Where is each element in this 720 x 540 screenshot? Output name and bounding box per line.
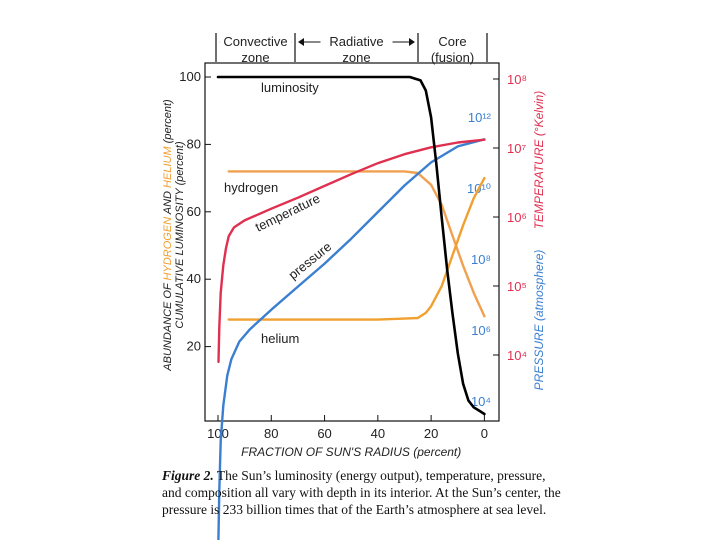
temperature-axis-ticks: 10⁸ 10⁷ 10⁶ 10⁵ 10⁴ — [493, 72, 527, 363]
zone-convective-mask — [219, 31, 292, 47]
series-layer — [216, 75, 486, 540]
temperature-tick-label: 10⁵ — [507, 279, 527, 294]
series-line-helium — [227, 176, 486, 321]
left-tick-label: 40 — [187, 271, 201, 286]
temperature-tick-label: 10⁷ — [507, 141, 526, 156]
pressure-axis-title-main: PRESSURE — [532, 323, 546, 390]
x-tick-label: 100 — [207, 426, 229, 441]
zone-core-label-line1: Core — [438, 34, 466, 49]
left-axis-title-abundance: ABUNDANCE OF HYDROGEN AND HELIUM (percen… — [162, 99, 174, 372]
left-axis-title-part: ABUNDANCE OF — [162, 280, 174, 371]
temperature-axis-title: TEMPERATURE (°Kelvin) — [532, 91, 546, 230]
series-line-luminosity — [216, 75, 486, 416]
x-tick-label: 0 — [481, 426, 488, 441]
axis-titles: FRACTION OF SUN'S RADIUS (percent) ABUNDA… — [162, 91, 546, 459]
figure-caption: Figure 2. The Sun’s luminosity (energy o… — [162, 467, 562, 518]
x-axis-ticks: 100 80 60 40 20 0 — [207, 415, 488, 441]
temperature-axis-title-main: TEMPERATURE — [532, 139, 546, 230]
x-tick-label: 40 — [371, 426, 385, 441]
zone-core-label-line2: (fusion) — [431, 50, 474, 65]
zone-radiative-arrow-left — [298, 38, 304, 46]
left-axis-title-part: HELIUM — [162, 146, 174, 188]
label-helium: helium — [261, 331, 299, 346]
zone-radiative-arrow-right — [409, 38, 415, 46]
pressure-axis-title: PRESSURE (atmosphere) — [532, 250, 546, 391]
left-axis-title-part: HYDROGEN — [162, 217, 174, 281]
zone-radiative-mask — [320, 31, 393, 47]
series-line-pressure — [217, 138, 486, 540]
caption-text: The Sun’s luminosity (energy output), te… — [162, 468, 561, 517]
plot-frame — [204, 62, 500, 422]
label-hydrogen: hydrogen — [224, 180, 278, 195]
left-axis-title-luminosity: CUMULATIVE LUMINOSITY (percent) — [174, 141, 186, 329]
pressure-tick-label: 10¹² — [468, 110, 492, 125]
left-tick-label: 80 — [187, 136, 201, 151]
temperature-axis-title-unit: (°Kelvin) — [532, 91, 546, 140]
zone-core-mask — [416, 31, 489, 47]
left-axis-title-part: AND — [162, 188, 174, 217]
x-tick-label: 80 — [264, 426, 278, 441]
zone-convective-label-line2: zone — [241, 50, 269, 65]
pressure-axis-title-unit: (atmosphere) — [532, 250, 546, 325]
left-axis-ticks: 100 80 60 40 20 — [179, 69, 211, 354]
pressure-tick-label: 10⁴ — [471, 394, 491, 409]
label-luminosity: luminosity — [261, 80, 319, 95]
pressure-tick-label: 10⁸ — [471, 252, 491, 267]
zone-radiative-label-line1: Radiative — [329, 34, 383, 49]
left-tick-label: 60 — [187, 204, 201, 219]
series-labels: luminosityhydrogenheliumtemperaturepress… — [224, 80, 334, 346]
x-axis-title: FRACTION OF SUN'S RADIUS (percent) — [241, 445, 461, 459]
pressure-tick-label: 10⁶ — [471, 323, 491, 338]
zone-convective-label-line1: Convective — [223, 34, 287, 49]
series-line-temperature — [217, 138, 486, 364]
left-axis-title-part: (percent) — [162, 99, 174, 146]
left-tick-label: 100 — [179, 69, 201, 84]
figure-label: Figure 2. — [162, 468, 214, 483]
temperature-tick-label: 10⁸ — [507, 72, 527, 87]
series-line-hydrogen — [227, 170, 486, 318]
zone-radiative-label-line2: zone — [342, 50, 370, 65]
x-tick-label: 60 — [317, 426, 331, 441]
temperature-tick-label: 10⁴ — [507, 348, 527, 363]
x-tick-label: 20 — [424, 426, 438, 441]
left-tick-label: 20 — [187, 339, 201, 354]
temperature-tick-label: 10⁶ — [507, 210, 527, 225]
